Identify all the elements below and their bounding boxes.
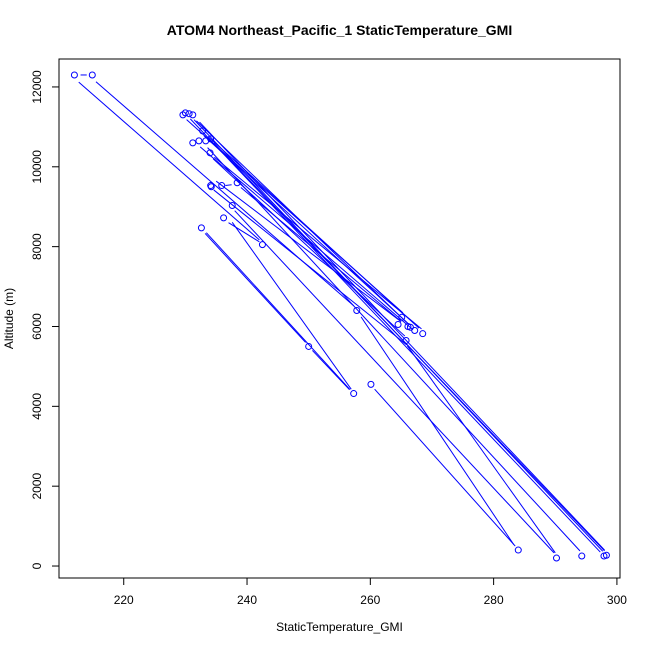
series-line-segment bbox=[360, 316, 515, 546]
x-axis: 220 240 260 280 300 bbox=[114, 577, 627, 607]
series-line-segment bbox=[204, 233, 306, 343]
data-point bbox=[553, 554, 561, 562]
data-point bbox=[367, 380, 375, 388]
y-tick-label: 10000 bbox=[30, 150, 44, 184]
series-line-segment bbox=[208, 136, 420, 329]
y-axis: 0 2000 4000 6000 8000 10000 12000 bbox=[30, 70, 60, 569]
data-point bbox=[206, 149, 214, 157]
data-point bbox=[220, 214, 228, 222]
series-line-segment bbox=[231, 221, 352, 390]
data-point bbox=[514, 546, 522, 554]
data-point bbox=[70, 71, 78, 79]
series-line-segment bbox=[312, 350, 350, 390]
data-point bbox=[419, 330, 427, 338]
chart-title: ATOM4 Northeast_Pacific_1 StaticTemperat… bbox=[167, 22, 512, 38]
x-tick-label: 240 bbox=[237, 593, 257, 607]
data-point bbox=[411, 326, 419, 334]
data-point bbox=[258, 241, 266, 249]
data-point bbox=[189, 111, 197, 119]
series-line-segment bbox=[214, 156, 422, 330]
series-line-segment bbox=[406, 345, 556, 554]
x-tick-label: 220 bbox=[114, 593, 134, 607]
series-line-segment bbox=[207, 147, 581, 552]
y-tick-label: 6000 bbox=[30, 313, 44, 340]
data-point bbox=[88, 71, 96, 79]
y-tick-label: 4000 bbox=[30, 393, 44, 420]
y-axis-label: Altitude (m) bbox=[2, 288, 16, 349]
data-point bbox=[228, 202, 236, 210]
data-point bbox=[207, 135, 215, 143]
y-tick-label: 8000 bbox=[30, 233, 44, 260]
data-point bbox=[602, 551, 610, 559]
x-tick-label: 280 bbox=[484, 593, 504, 607]
data-point bbox=[233, 179, 241, 187]
series-line-segment bbox=[203, 135, 410, 325]
data-point bbox=[181, 109, 189, 117]
data-point bbox=[398, 313, 406, 321]
y-tick-label: 0 bbox=[30, 562, 44, 569]
plot-frame bbox=[58, 58, 621, 579]
data-point bbox=[218, 182, 226, 190]
data-point bbox=[185, 110, 193, 118]
series-line-segment bbox=[215, 180, 402, 323]
series-line-segment bbox=[205, 232, 351, 390]
data-point bbox=[394, 320, 402, 328]
series-line-segment bbox=[228, 222, 260, 243]
series-line-segment bbox=[234, 210, 555, 554]
data-point bbox=[199, 127, 207, 135]
series-line-segment bbox=[78, 81, 260, 241]
data-point bbox=[197, 224, 205, 232]
y-tick-label: 2000 bbox=[30, 473, 44, 500]
x-axis-label: StaticTemperature_GMI bbox=[276, 620, 403, 634]
data-point bbox=[350, 390, 358, 398]
data-point bbox=[305, 342, 313, 350]
x-tick-label: 260 bbox=[360, 593, 380, 607]
series-line-segment bbox=[95, 81, 355, 307]
data-point bbox=[578, 552, 586, 560]
data-point bbox=[402, 336, 410, 344]
series-line-segment bbox=[213, 142, 605, 552]
data-point bbox=[195, 137, 203, 145]
data-point bbox=[189, 139, 197, 147]
series-lines bbox=[78, 74, 605, 554]
y-tick-label: 12000 bbox=[30, 70, 44, 104]
series-line-segment bbox=[374, 388, 516, 547]
series-line-segment bbox=[240, 187, 401, 321]
series-line-segment bbox=[213, 189, 408, 346]
x-tick-label: 300 bbox=[607, 593, 627, 607]
series-line-segment bbox=[225, 184, 232, 187]
series-line-segment bbox=[212, 158, 406, 337]
data-point bbox=[353, 307, 361, 315]
data-point bbox=[207, 183, 215, 191]
series-points bbox=[70, 71, 610, 562]
series-line-segment bbox=[199, 121, 605, 551]
